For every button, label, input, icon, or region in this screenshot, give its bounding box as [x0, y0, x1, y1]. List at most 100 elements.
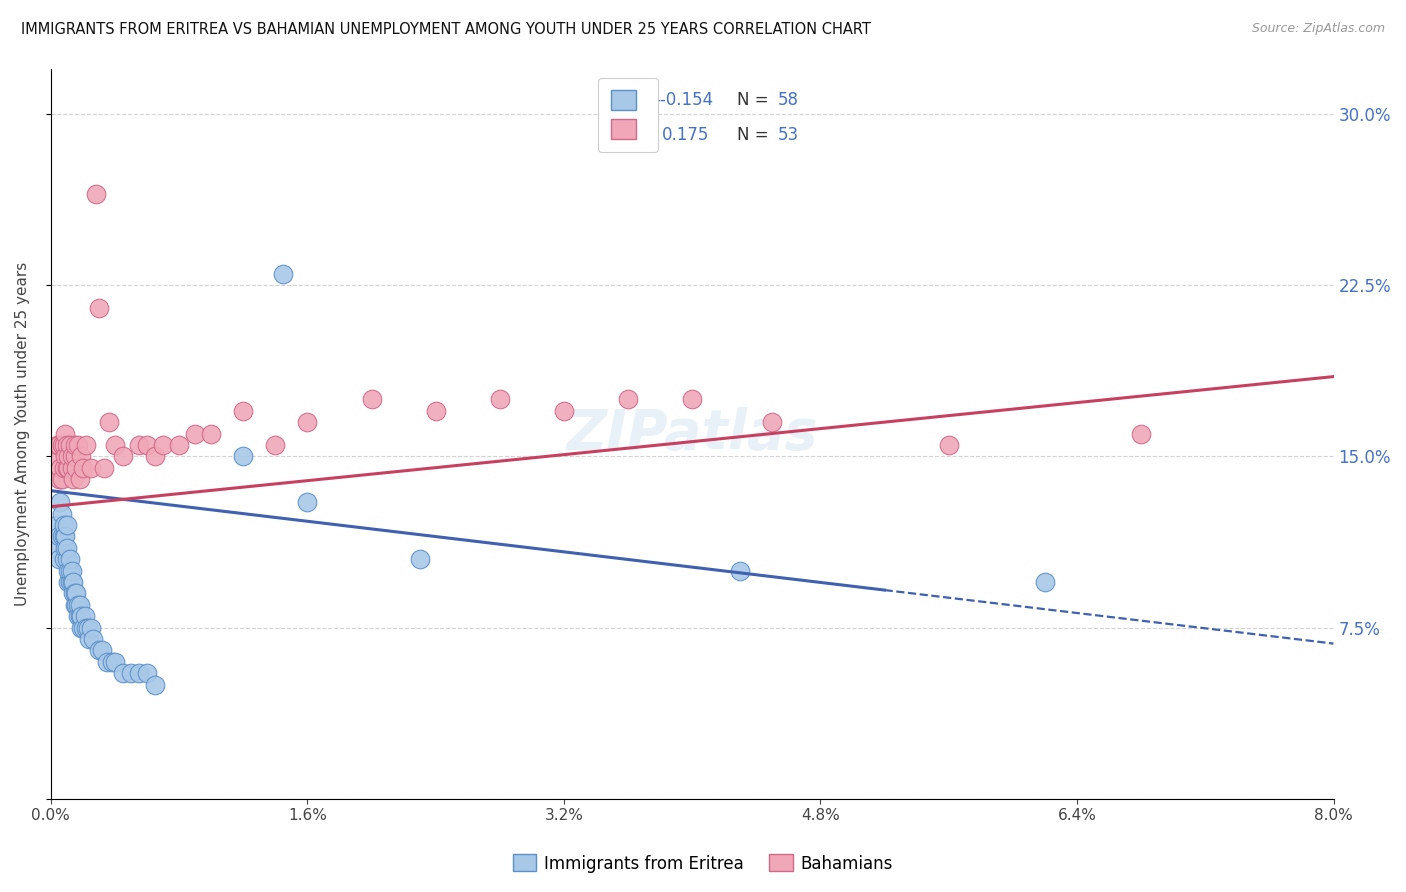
Text: --0.154: --0.154: [655, 91, 714, 109]
Point: [65, 598, 87, 612]
Point: [128, 666, 150, 681]
Point: [273, 267, 295, 281]
Point: [63, 450, 86, 464]
Text: Source: ZipAtlas.com: Source: ZipAtlas.com: [1251, 22, 1385, 36]
Point: [65, 586, 87, 600]
Point: [65, 461, 87, 475]
Point: [104, 438, 127, 452]
Point: [51, 507, 73, 521]
Point: [136, 666, 159, 681]
Point: [87, 643, 110, 657]
Point: [104, 655, 127, 669]
Point: [111, 450, 134, 464]
Point: [53, 541, 76, 555]
Point: [53, 529, 76, 543]
Point: [45, 517, 67, 532]
Point: [80, 461, 103, 475]
Point: [553, 404, 575, 418]
Point: [297, 495, 319, 509]
Point: [52, 461, 75, 475]
Point: [425, 404, 447, 418]
Point: [75, 438, 97, 452]
Point: [70, 450, 93, 464]
Text: 53: 53: [778, 126, 799, 144]
Point: [52, 438, 75, 452]
Point: [56, 517, 79, 532]
Point: [59, 574, 82, 589]
Point: [52, 529, 75, 543]
Point: [617, 392, 640, 407]
Point: [67, 609, 90, 624]
Point: [488, 392, 510, 407]
Point: [51, 529, 73, 543]
Point: [45, 450, 67, 464]
Point: [62, 472, 84, 486]
Point: [59, 564, 82, 578]
Point: [48, 438, 70, 452]
Point: [82, 632, 104, 646]
Point: [58, 450, 80, 464]
Point: [80, 621, 103, 635]
Point: [69, 598, 91, 612]
Point: [167, 438, 190, 452]
Point: [56, 541, 79, 555]
Point: [56, 552, 79, 566]
Point: [1130, 426, 1153, 441]
Point: [681, 392, 703, 407]
Point: [232, 404, 254, 418]
Point: [100, 655, 122, 669]
Point: [69, 472, 91, 486]
Text: 0.175: 0.175: [662, 126, 710, 144]
Point: [761, 415, 783, 429]
Point: [72, 461, 94, 475]
Point: [63, 586, 86, 600]
Point: [143, 450, 166, 464]
Point: [62, 586, 84, 600]
Point: [67, 598, 90, 612]
Point: [63, 438, 86, 452]
Point: [60, 574, 83, 589]
Point: [67, 438, 90, 452]
Point: [360, 392, 382, 407]
Point: [53, 426, 76, 441]
Point: [73, 609, 96, 624]
Legend: Immigrants from Eritrea, Bahamians: Immigrants from Eritrea, Bahamians: [506, 847, 900, 880]
Point: [60, 450, 83, 464]
Point: [69, 609, 91, 624]
Point: [60, 461, 83, 475]
Point: [58, 564, 80, 578]
Point: [60, 564, 83, 578]
Point: [51, 438, 73, 452]
Point: [96, 655, 118, 669]
Point: [87, 301, 110, 315]
Point: [53, 450, 76, 464]
Point: [152, 438, 174, 452]
Point: [79, 632, 101, 646]
Text: R =: R =: [609, 126, 650, 144]
Point: [264, 438, 287, 452]
Point: [49, 472, 72, 486]
Point: [938, 438, 960, 452]
Y-axis label: Unemployment Among Youth under 25 years: Unemployment Among Youth under 25 years: [15, 261, 30, 606]
Point: [184, 426, 207, 441]
Point: [1033, 574, 1056, 589]
Point: [59, 552, 82, 566]
Point: [200, 426, 222, 441]
Point: [49, 495, 72, 509]
Point: [128, 438, 150, 452]
Point: [58, 574, 80, 589]
Point: [297, 415, 319, 429]
Point: [91, 643, 114, 657]
Point: [232, 450, 254, 464]
Point: [97, 415, 120, 429]
Point: [52, 517, 75, 532]
Point: [143, 678, 166, 692]
Point: [63, 598, 86, 612]
Point: [48, 529, 70, 543]
Point: [72, 621, 94, 635]
Point: [48, 552, 70, 566]
Point: [84, 187, 107, 202]
Text: N =: N =: [737, 126, 773, 144]
Point: [111, 666, 134, 681]
Point: [45, 541, 67, 555]
